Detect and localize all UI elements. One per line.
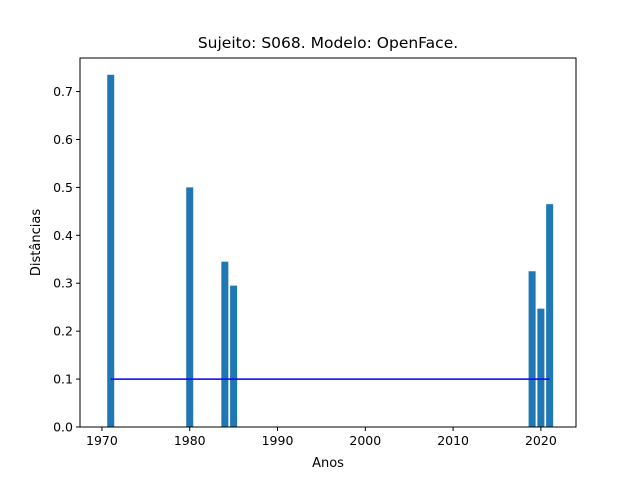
plot-frame xyxy=(79,57,577,428)
y-axis-label: Distâncias xyxy=(29,209,44,276)
x-axis-label: Anos xyxy=(312,456,344,471)
x-axis-ticks: 1970 1980 1990 2000 2010 2020 xyxy=(86,427,557,448)
y-tick-label: 0.7 xyxy=(53,84,73,99)
bar-2019 xyxy=(528,271,536,427)
y-tick-label: 0.1 xyxy=(53,372,73,387)
y-tick-label: 0.6 xyxy=(53,132,73,147)
x-tick-label: 2010 xyxy=(437,433,469,448)
bars-group xyxy=(107,74,554,427)
bar-2020 xyxy=(537,308,545,427)
y-tick-label: 0.5 xyxy=(53,180,73,195)
bar-1980 xyxy=(186,187,194,427)
chart-title: Sujeito: S068. Modelo: OpenFace. xyxy=(198,34,458,52)
y-tick-label: 0.2 xyxy=(53,324,73,339)
x-tick-label: 1980 xyxy=(174,433,206,448)
y-tick-label: 0.3 xyxy=(53,276,73,291)
bar-1984 xyxy=(221,261,229,427)
x-tick-label: 2020 xyxy=(525,433,557,448)
bar-1985 xyxy=(230,285,238,427)
x-tick-label: 2000 xyxy=(349,433,381,448)
y-axis-ticks: 0.0 0.1 0.2 0.3 0.4 0.5 0.6 0.7 xyxy=(53,84,80,435)
x-tick-label: 1970 xyxy=(86,433,118,448)
y-tick-label: 0.0 xyxy=(53,420,73,435)
x-tick-label: 1990 xyxy=(262,433,294,448)
bar-2021 xyxy=(546,204,554,427)
y-tick-label: 0.4 xyxy=(53,228,73,243)
bar-1971 xyxy=(107,74,115,427)
